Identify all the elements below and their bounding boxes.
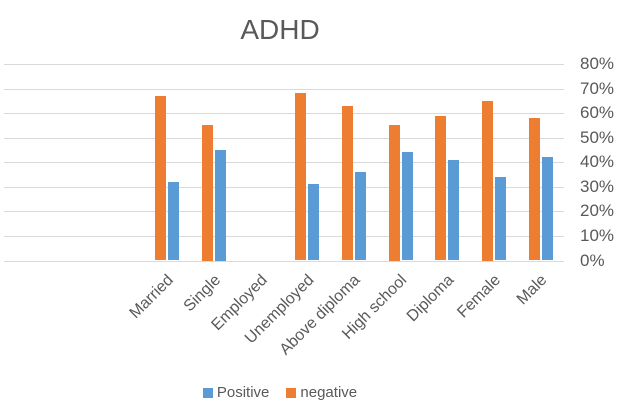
gridline bbox=[4, 113, 564, 115]
bar-positive-female bbox=[495, 176, 506, 261]
chart-title: ADHD bbox=[240, 14, 320, 45]
y-axis-tick-label: 0% bbox=[580, 250, 605, 270]
gridline bbox=[4, 235, 564, 237]
bar-negative-unemployed bbox=[295, 93, 307, 261]
legend-item-negative: negative bbox=[286, 384, 357, 402]
bar-positive-unemployed bbox=[308, 184, 320, 261]
gridline bbox=[4, 162, 564, 164]
gridline bbox=[4, 137, 564, 139]
bar-positive-high-school bbox=[401, 152, 413, 261]
bar-positive-male bbox=[541, 157, 553, 261]
bar-positive-married bbox=[168, 181, 180, 261]
legend-label: Positive bbox=[216, 384, 270, 401]
x-axis-category-label: Female bbox=[453, 271, 504, 322]
x-axis-category-label: Male bbox=[513, 271, 551, 309]
legend-swatch-negative bbox=[286, 388, 297, 398]
bar-negative-single bbox=[202, 125, 213, 261]
y-axis-tick-label: 50% bbox=[580, 127, 615, 147]
bar-negative-female bbox=[482, 100, 493, 261]
x-axis-category-label: Diploma bbox=[403, 271, 457, 326]
x-axis-category-label: Married bbox=[126, 271, 177, 323]
x-axis-category-label: Single bbox=[180, 271, 224, 316]
gridline bbox=[4, 64, 564, 65]
gridline bbox=[4, 186, 564, 188]
x-axis-category-label: Above diploma bbox=[276, 271, 364, 359]
gridline bbox=[4, 211, 564, 213]
legend: Positive negative bbox=[0, 384, 560, 402]
y-axis-tick-label: 40% bbox=[580, 152, 615, 172]
x-axis-line bbox=[4, 260, 564, 262]
bar-positive-diploma bbox=[448, 159, 460, 261]
y-axis-tick-label: 20% bbox=[580, 201, 615, 221]
bar-negative-diploma bbox=[435, 115, 447, 261]
legend-swatch-positive bbox=[202, 388, 213, 398]
bar-positive-above-diploma bbox=[355, 172, 366, 261]
gridline bbox=[4, 88, 564, 90]
legend-label: negative bbox=[300, 384, 358, 401]
bar-negative-above-diploma bbox=[342, 105, 353, 261]
y-axis-tick-label: 60% bbox=[580, 103, 615, 123]
bar-negative-male bbox=[528, 118, 540, 261]
y-axis-tick-label: 70% bbox=[580, 78, 615, 98]
y-axis-tick-label: 30% bbox=[580, 176, 615, 196]
bar-negative-high-school bbox=[388, 125, 400, 261]
y-axis-tick-label: 10% bbox=[580, 225, 615, 245]
legend-item-positive: Positive bbox=[202, 384, 270, 402]
bar-negative-married bbox=[155, 95, 167, 261]
y-axis-tick-label: 80% bbox=[580, 54, 615, 73]
bar-positive-single bbox=[215, 149, 226, 261]
